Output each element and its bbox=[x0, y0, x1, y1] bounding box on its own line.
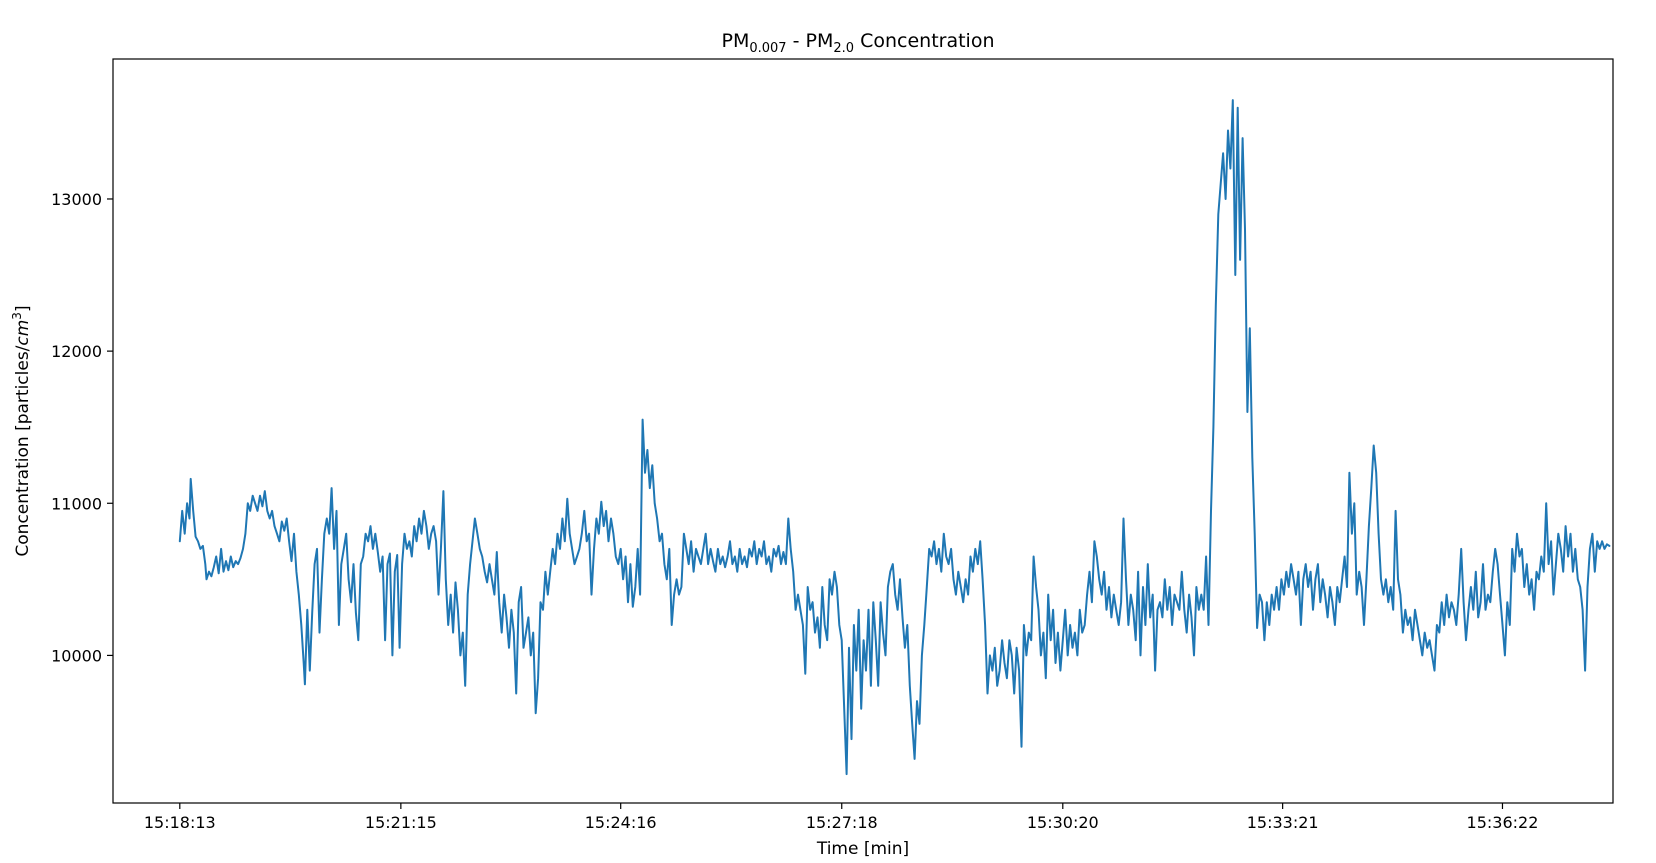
y-tick-label: 12000 bbox=[51, 342, 102, 361]
axes-frame bbox=[112, 58, 1614, 804]
y-tick-label: 11000 bbox=[51, 494, 102, 513]
plot-area bbox=[112, 58, 1614, 804]
y-axis-label-close: ] bbox=[13, 305, 33, 312]
y-axis-ticks: 10000 11000 12000 13000 bbox=[51, 190, 113, 665]
y-axis-label-main: Concentration [particles/ bbox=[13, 345, 33, 556]
title-subscript-2: 2.0 bbox=[833, 41, 854, 56]
y-axis-label: Concentration [particles/cm3] bbox=[10, 305, 33, 556]
x-tick-label: 15:21:15 bbox=[365, 813, 437, 832]
y-tick-label: 13000 bbox=[51, 190, 102, 209]
x-tick-label: 15:36:22 bbox=[1467, 813, 1539, 832]
x-tick-label: 15:27:18 bbox=[806, 813, 878, 832]
title-part-3: Concentration bbox=[854, 30, 994, 52]
concentration-series-line bbox=[178, 99, 1611, 776]
y-axis-label-unit: cm bbox=[13, 320, 33, 346]
chart-title: PM0.007 - PM2.0 Concentration bbox=[721, 30, 994, 56]
x-tick-label: 15:18:13 bbox=[144, 813, 216, 832]
y-axis-label-superscript: 3 bbox=[10, 312, 24, 320]
x-tick-label: 15:33:21 bbox=[1247, 813, 1319, 832]
title-part-1: PM bbox=[721, 30, 749, 52]
title-subscript-1: 0.007 bbox=[749, 41, 786, 56]
x-axis-ticks: 15:18:13 15:21:15 15:24:16 15:27:18 15:30:20… bbox=[144, 803, 1539, 832]
x-tick-label: 15:30:20 bbox=[1027, 813, 1099, 832]
title-part-2: - PM bbox=[787, 30, 834, 52]
x-axis-label: Time [min] bbox=[816, 839, 909, 859]
x-tick-label: 15:24:16 bbox=[585, 813, 657, 832]
y-tick-label: 10000 bbox=[51, 646, 102, 665]
